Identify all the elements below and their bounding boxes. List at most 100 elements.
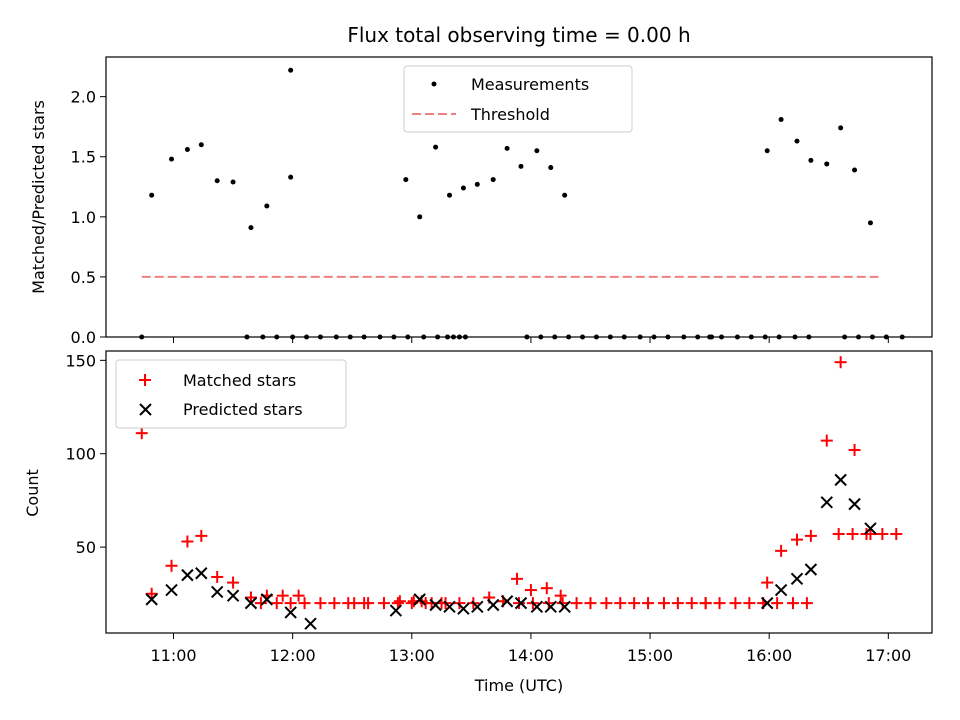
matched-star-point (244, 591, 257, 604)
measurement-point (288, 67, 294, 73)
predicted-star-point (471, 600, 484, 614)
measurement-point (524, 334, 530, 340)
measurement-point (580, 334, 586, 340)
top-y-axis: 0.0 0.5 1.0 1.5 2.0 (71, 88, 106, 347)
measurement-point (719, 334, 725, 340)
measurement-point (244, 334, 250, 340)
x-axis-label: Time (UTC) (474, 676, 563, 695)
matched-star-point (135, 427, 148, 440)
measurement-point (776, 334, 782, 340)
matched-star-point (860, 528, 873, 541)
matched-star-point (699, 597, 712, 610)
predicted-star-point (530, 600, 544, 614)
matched-star-point (775, 544, 788, 557)
top-y-tick-label: 0.5 (71, 268, 96, 287)
legend-measurements-label: Measurements (471, 75, 589, 94)
bottom-x-tick-label: 17:00 (865, 646, 911, 665)
matched-star-point (314, 597, 327, 610)
measurement-point (899, 334, 905, 340)
predicted-star-point (389, 604, 403, 617)
measurement-point (792, 334, 798, 340)
matched-star-point (211, 570, 224, 583)
matched-star-point (584, 597, 597, 610)
measurement-point (214, 178, 220, 184)
matched-star-point (284, 597, 297, 610)
predicted-star-point (774, 583, 788, 597)
matched-star-point (328, 597, 341, 610)
legend-matched-marker (139, 374, 151, 386)
predicted-star-point (443, 600, 456, 614)
measurement-point (264, 203, 270, 209)
measurement-point (764, 148, 770, 154)
top-y-tick-label: 1.0 (71, 208, 96, 227)
measurement-point (417, 214, 423, 220)
predicted-star-point (181, 568, 194, 582)
matched-star-point (511, 572, 524, 585)
top-plot-marks (139, 67, 905, 340)
matched-star-point (540, 582, 553, 595)
matched-star-point (832, 528, 845, 541)
matched-star-point (846, 528, 859, 541)
measurement-point (317, 334, 323, 340)
bottom-x-axis: 11:00 12:00 13:00 14:00 15:00 16:00 17:00 (150, 633, 911, 665)
top-legend: Measurements Threshold (403, 65, 633, 133)
measurement-point (867, 220, 873, 226)
measurement-point (230, 179, 236, 185)
predicted-star-point (260, 593, 274, 606)
top-y-tick-label: 1.5 (71, 148, 96, 167)
bottom-legend: Matched stars Predicted stars (115, 359, 347, 429)
predicted-star-point (429, 598, 442, 612)
matched-star-point (848, 443, 861, 456)
matched-star-point (513, 597, 525, 610)
measurement-point (169, 156, 175, 162)
legend-predicted-marker (139, 403, 152, 416)
measurement-point (139, 334, 145, 340)
measurement-point (566, 334, 572, 340)
matched-star-point (542, 597, 555, 610)
predicted-star-point (834, 473, 847, 487)
predicted-star-point (284, 606, 297, 619)
measurement-point (852, 167, 858, 173)
predicted-star-point (244, 596, 258, 610)
predicted-star-point (304, 617, 317, 630)
predicted-star-point (558, 600, 571, 614)
measurement-point (333, 334, 339, 340)
matched-star-point (685, 597, 698, 610)
bottom-x-tick-label: 12:00 (270, 646, 316, 665)
measurement-point (538, 334, 544, 340)
measurement-point (391, 334, 397, 340)
measurement-point (562, 192, 568, 198)
measurement-point (695, 334, 701, 340)
measurement-point (290, 334, 296, 340)
matched-star-point (657, 597, 670, 610)
measurement-point (347, 334, 353, 340)
measurement-point (288, 174, 294, 180)
bottom-x-tick-label: 16:00 (746, 646, 792, 665)
matched-star-point (195, 529, 208, 542)
measurement-point (445, 334, 451, 340)
measurement-point (184, 147, 190, 153)
measurement-point (198, 142, 204, 148)
measurement-point (377, 334, 383, 340)
measurement-point (883, 334, 889, 340)
matched-star-point (165, 559, 178, 572)
measurement-point (534, 148, 540, 154)
predicted-star-point (848, 497, 861, 511)
top-y-axis-label: Matched/Predicted stars (29, 100, 48, 294)
matched-star-point (876, 528, 889, 541)
bottom-y-tick-label: 150 (65, 351, 96, 370)
measurement-point (518, 163, 524, 169)
top-panel: Flux total observing time = 0.00 h Match… (29, 23, 933, 347)
measurement-point (838, 125, 844, 131)
bottom-x-tick-label: 13:00 (389, 646, 435, 665)
measurement-point (856, 334, 862, 340)
matched-star-point (804, 529, 817, 542)
predicted-star-point (500, 595, 514, 608)
predicted-star-point (804, 563, 818, 576)
matched-star-point (298, 597, 311, 610)
matched-star-point (787, 597, 800, 610)
matched-star-point (570, 597, 583, 610)
measurement-point (405, 334, 411, 340)
matched-star-point (614, 597, 627, 610)
